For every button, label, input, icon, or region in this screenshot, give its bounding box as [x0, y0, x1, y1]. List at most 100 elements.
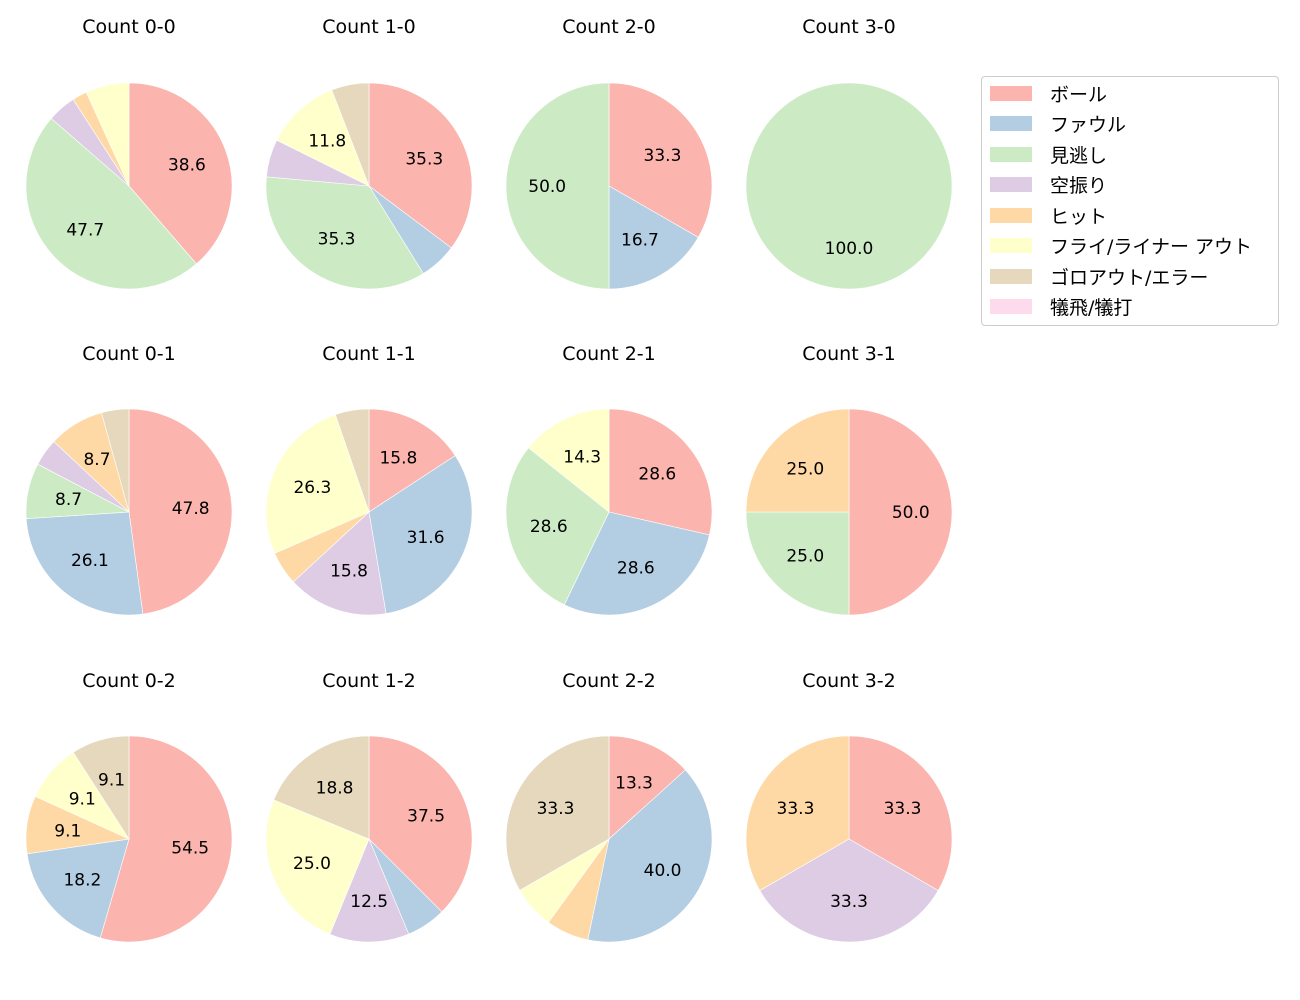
pie-title: Count 1-0 [322, 16, 416, 38]
slice-label: 13.3 [615, 774, 653, 794]
pie-title: Count 0-2 [82, 670, 176, 692]
pie-slice [101, 408, 130, 513]
slice-label: 38.6 [168, 155, 206, 175]
slice-label: 16.7 [621, 230, 659, 250]
legend-label: 見逃し [1050, 144, 1108, 167]
legend-item: ヒット [990, 203, 1108, 228]
pie-slice [505, 447, 610, 606]
pie-slice [587, 769, 713, 943]
slice-label: 47.8 [172, 499, 210, 519]
slice-label: 37.5 [407, 806, 445, 826]
legend-item: ゴロアウト/エラー [990, 264, 1209, 289]
slice-label: 35.3 [318, 230, 356, 250]
legend-item: ファウル [990, 112, 1126, 136]
slice-label: 15.8 [330, 561, 368, 581]
legend-swatch [990, 268, 1032, 284]
pie-title: Count 3-1 [802, 343, 896, 365]
pie-chart: 28.6 28.6 28.6 14.3 [505, 408, 713, 616]
slice-label: 25.0 [786, 459, 824, 479]
slice-label: 14.3 [563, 447, 601, 467]
slice-label: 9.1 [54, 821, 81, 841]
pie-chart: 50.0 25.0 25.0 [745, 408, 953, 616]
pie-slice [745, 735, 850, 891]
pie-title: Count 3-0 [802, 16, 896, 38]
pie-chart: 15.8 31.6 15.8 26.3 [265, 408, 473, 616]
pie-slice [334, 408, 370, 513]
slice-label: 8.7 [83, 450, 110, 470]
slice-label: 100.0 [825, 239, 874, 259]
legend-item: ボール [990, 81, 1108, 106]
pie-slice [368, 455, 473, 614]
pie-slice [505, 735, 610, 891]
slice-label: 50.0 [892, 503, 930, 523]
slice-label: 26.1 [71, 551, 109, 571]
pie-slice [25, 118, 197, 290]
slice-label: 54.5 [171, 839, 209, 859]
slice-label: 28.6 [530, 517, 568, 537]
pie-slice [505, 82, 610, 290]
pie-slice [331, 82, 370, 187]
slice-label: 12.5 [350, 892, 388, 912]
slice-label: 26.3 [293, 478, 331, 498]
pie-title: Count 0-0 [82, 16, 176, 38]
legend-label: ゴロアウト/エラー [1050, 266, 1209, 289]
slice-label: 28.6 [638, 464, 676, 484]
pie-slice [368, 735, 473, 913]
legend-swatch [990, 238, 1032, 253]
slice-label: 33.3 [884, 799, 922, 819]
legend-swatch [990, 207, 1032, 223]
slice-label: 28.6 [617, 559, 655, 579]
slice-label: 9.1 [98, 771, 125, 791]
pie-slice [265, 799, 370, 935]
pie-slice [608, 408, 713, 536]
slice-label: 18.2 [63, 871, 101, 891]
pie-slice [25, 511, 144, 616]
pie-chart: 33.3 33.3 33.3 [745, 735, 953, 943]
pie-slice [265, 176, 424, 290]
legend-item: 犠飛/犠打 [990, 295, 1132, 319]
slice-label: 35.3 [405, 149, 443, 169]
slice-label: 11.8 [308, 131, 346, 151]
pie-chart: 38.6 47.7 [25, 82, 233, 290]
legend-swatch [990, 116, 1032, 131]
slice-label: 31.6 [407, 528, 445, 548]
slice-label: 50.0 [528, 177, 566, 197]
slice-label: 15.8 [379, 449, 417, 469]
chart-legend: ボールファウル見逃し空振りヒットフライ/ライナー アウト ゴロアウト/エラー 犠飛/… [981, 76, 1279, 326]
pie-chart: 54.518.29.19.19.1 [25, 735, 233, 943]
legend-item: 空振り [990, 173, 1107, 197]
slice-label: 40.0 [644, 861, 682, 881]
pie-slice [329, 838, 410, 943]
pie-title: Count 0-1 [82, 343, 176, 365]
legend-label: ヒット [1050, 205, 1108, 228]
legend-label: 犠飛/犠打 [1050, 297, 1133, 319]
slice-label: 33.3 [830, 892, 868, 912]
pie-chart: 100.0 [745, 82, 953, 290]
pie-slice [608, 185, 699, 290]
slice-label: 25.0 [786, 547, 824, 567]
pie-title: Count 2-0 [562, 16, 656, 38]
pie-chart: 13.3 40.0 33.3 [505, 735, 713, 943]
legend-swatch [990, 146, 1032, 162]
legend-label: フライ/ライナー アウト [1050, 236, 1253, 258]
slice-label: 33.3 [644, 146, 682, 166]
legend-swatch [990, 299, 1032, 314]
slice-label: 9.1 [69, 790, 96, 810]
slice-label: 25.0 [293, 854, 331, 874]
legend-item: フライ/ライナー アウト [990, 234, 1252, 258]
pie-title: Count 3-2 [802, 670, 896, 692]
pie-title: Count 1-1 [322, 343, 416, 365]
pie-slice [368, 408, 456, 513]
pie-slice [72, 735, 130, 841]
pie-slice [745, 511, 850, 616]
slice-label: 47.7 [66, 221, 104, 241]
pie-chart: 35.3 35.3 11.8 [265, 82, 473, 290]
legend-label: ボール [1050, 83, 1108, 106]
pie-slice [99, 735, 233, 943]
legend-label: 空振り [1050, 175, 1108, 197]
pie-slice [528, 408, 610, 513]
pie-slice [368, 82, 473, 249]
slice-label: 8.7 [55, 490, 82, 510]
